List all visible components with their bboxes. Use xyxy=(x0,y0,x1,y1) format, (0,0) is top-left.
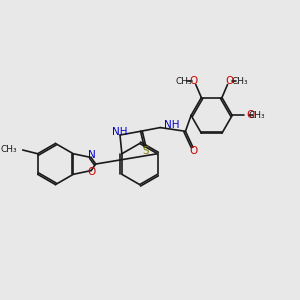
Text: S: S xyxy=(142,146,148,156)
Text: O: O xyxy=(189,76,197,86)
Text: N: N xyxy=(88,150,95,160)
Text: O: O xyxy=(190,146,198,156)
Text: CH₃: CH₃ xyxy=(1,145,17,154)
Text: NH: NH xyxy=(112,127,128,137)
Text: O: O xyxy=(226,76,234,86)
Text: O: O xyxy=(88,167,96,177)
Text: NH: NH xyxy=(164,120,179,130)
Text: CH₃: CH₃ xyxy=(175,77,192,86)
Text: CH₃: CH₃ xyxy=(248,111,265,120)
Text: O: O xyxy=(247,110,255,120)
Text: CH₃: CH₃ xyxy=(231,77,248,86)
